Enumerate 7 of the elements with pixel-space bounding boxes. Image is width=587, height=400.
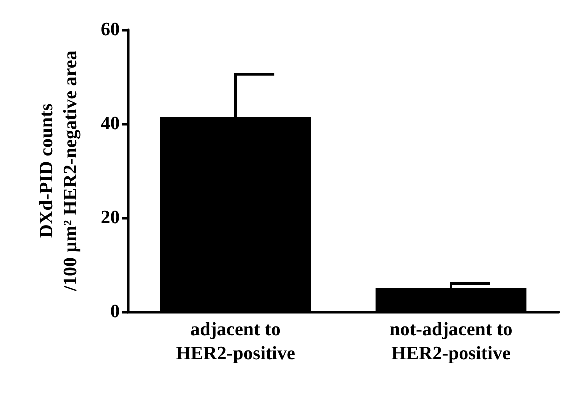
y-tick-label: 60 (101, 20, 120, 40)
x-tick-label: not-adjacent to HER2-positive (390, 320, 513, 364)
y-tick-label: 40 (101, 114, 120, 134)
y-tick-label: 0 (110, 302, 120, 322)
y-axis-title: DXd-PID counts /100 µm² HER2-negative area (36, 50, 82, 292)
x-tick-label: adjacent to HER2-positive (176, 320, 296, 364)
y-tick-label: 20 (101, 208, 120, 228)
